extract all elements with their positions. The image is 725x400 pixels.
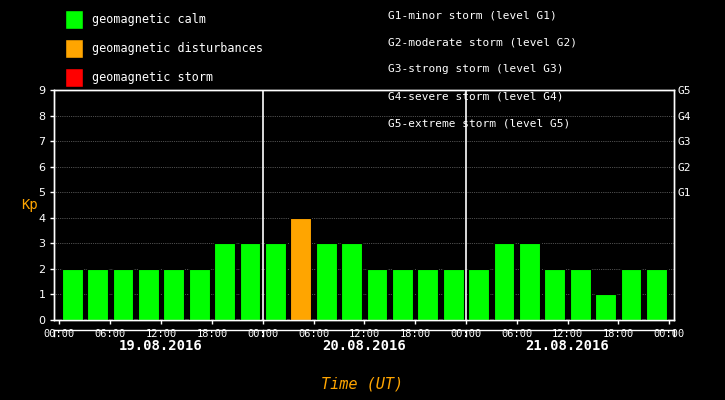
Bar bbox=[595, 294, 616, 320]
Bar bbox=[188, 269, 210, 320]
Text: geomagnetic storm: geomagnetic storm bbox=[92, 71, 213, 84]
Bar bbox=[138, 269, 159, 320]
Text: G2-moderate storm (level G2): G2-moderate storm (level G2) bbox=[388, 37, 577, 47]
Bar bbox=[291, 218, 311, 320]
Bar bbox=[494, 243, 515, 320]
Y-axis label: Kp: Kp bbox=[22, 198, 38, 212]
Bar bbox=[87, 269, 108, 320]
Bar bbox=[646, 269, 667, 320]
Text: Time (UT): Time (UT) bbox=[321, 376, 404, 392]
Bar bbox=[418, 269, 438, 320]
Text: G4-severe storm (level G4): G4-severe storm (level G4) bbox=[388, 92, 563, 102]
Text: geomagnetic disturbances: geomagnetic disturbances bbox=[92, 42, 263, 55]
Text: geomagnetic calm: geomagnetic calm bbox=[92, 13, 206, 26]
Bar bbox=[392, 269, 413, 320]
Text: G3-strong storm (level G3): G3-strong storm (level G3) bbox=[388, 64, 563, 74]
Bar bbox=[316, 243, 336, 320]
Bar bbox=[62, 269, 83, 320]
Bar bbox=[163, 269, 184, 320]
Bar bbox=[570, 269, 591, 320]
Bar bbox=[367, 269, 387, 320]
Bar bbox=[519, 243, 540, 320]
Bar bbox=[265, 243, 286, 320]
Text: 20.08.2016: 20.08.2016 bbox=[323, 339, 406, 353]
Text: G5-extreme storm (level G5): G5-extreme storm (level G5) bbox=[388, 119, 570, 129]
Bar bbox=[443, 269, 464, 320]
Bar bbox=[239, 243, 260, 320]
Bar bbox=[544, 269, 566, 320]
Text: 21.08.2016: 21.08.2016 bbox=[526, 339, 610, 353]
Bar bbox=[341, 243, 362, 320]
Bar bbox=[621, 269, 642, 320]
Bar bbox=[112, 269, 133, 320]
Bar bbox=[214, 243, 235, 320]
Text: 19.08.2016: 19.08.2016 bbox=[119, 339, 203, 353]
Bar bbox=[468, 269, 489, 320]
Text: G1-minor storm (level G1): G1-minor storm (level G1) bbox=[388, 10, 557, 20]
